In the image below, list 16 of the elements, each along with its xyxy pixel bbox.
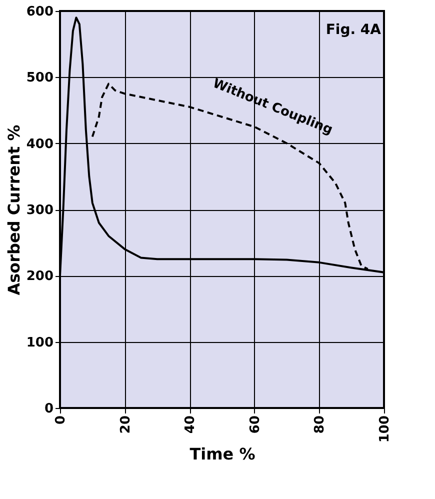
y-axis-title: Asorbed Current % xyxy=(4,124,24,296)
x-tick-label: 0 xyxy=(54,416,68,425)
y-tick-label: 600 xyxy=(26,4,54,20)
x-tick-label: 80 xyxy=(312,416,328,434)
x-tick-label: 40 xyxy=(183,416,198,434)
x-tick-label: 100 xyxy=(378,416,392,443)
y-tick-label: 500 xyxy=(26,70,54,86)
x-tick-label: 60 xyxy=(248,416,263,434)
y-tick-label: 200 xyxy=(26,269,54,284)
y-tick-label: 100 xyxy=(26,335,54,350)
y-tick-label: 0 xyxy=(44,402,54,416)
x-axis-title: Time % xyxy=(190,444,256,464)
y-tick-label: 400 xyxy=(26,136,54,152)
y-tick-label: 300 xyxy=(26,203,54,218)
annotation: Fig. 4A xyxy=(326,22,382,38)
x-tick-label: 20 xyxy=(118,416,134,434)
